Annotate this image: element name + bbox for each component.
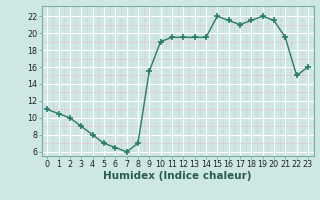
X-axis label: Humidex (Indice chaleur): Humidex (Indice chaleur) xyxy=(103,171,252,181)
